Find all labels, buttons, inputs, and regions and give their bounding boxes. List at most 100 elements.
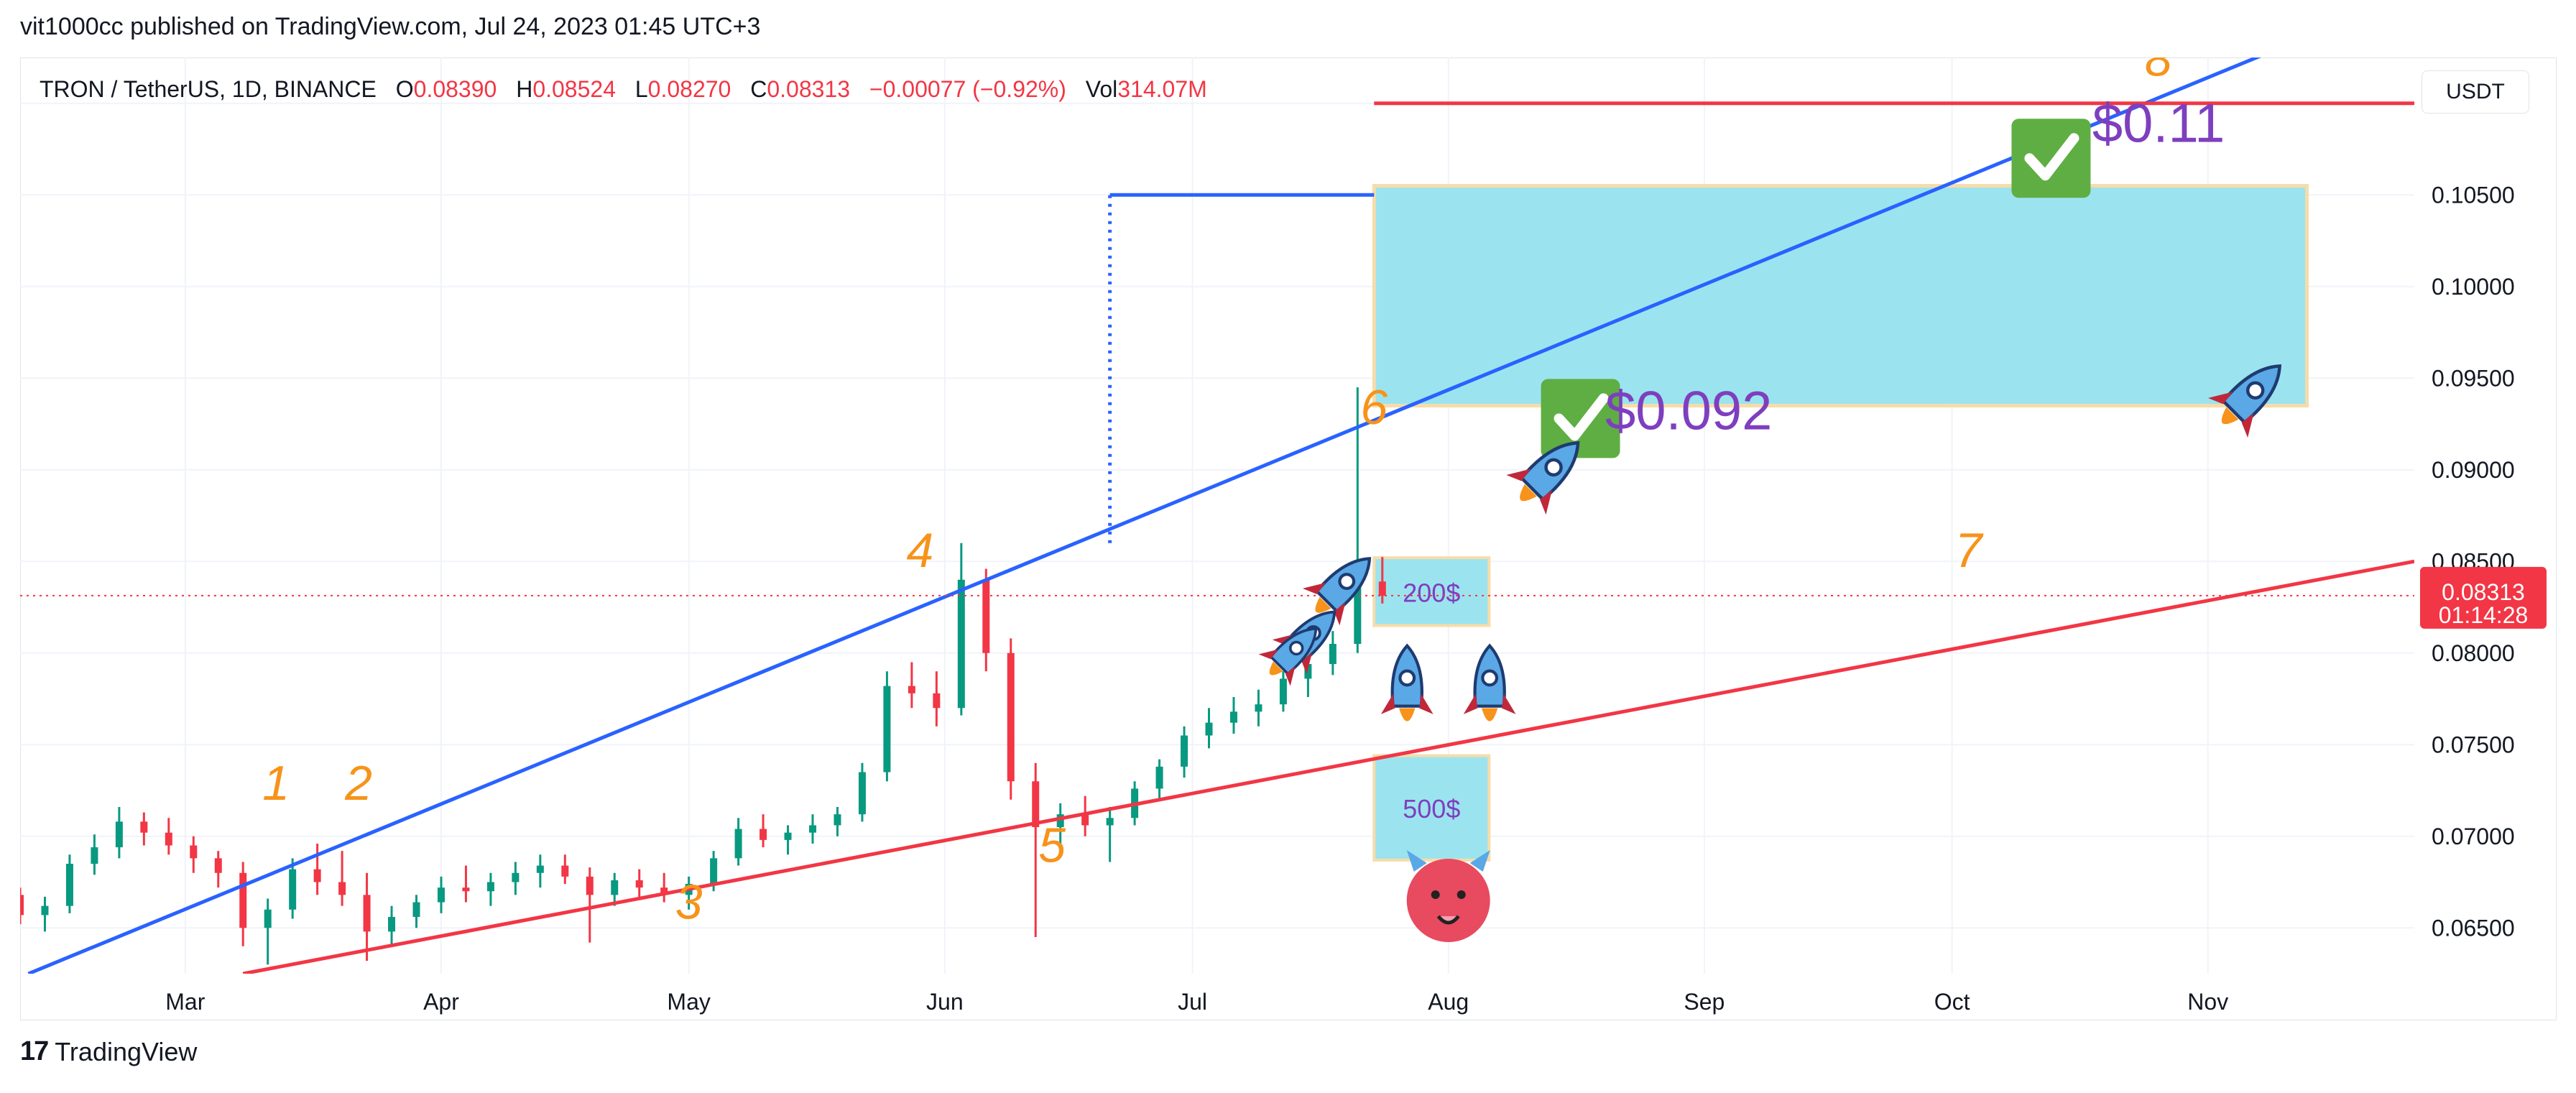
- y-tick-label: 0.07000: [2432, 824, 2515, 849]
- candle-body: [289, 869, 297, 910]
- publisher-line: vit1000cc published on TradingView.com, …: [20, 13, 761, 40]
- rocket-fin: [1380, 693, 1395, 714]
- candle-body: [1255, 704, 1262, 712]
- wave-label: 2: [344, 756, 372, 811]
- footer-brand: TradingView: [55, 1036, 198, 1066]
- high-label: H: [516, 76, 533, 102]
- x-tick-label: Nov: [2187, 989, 2228, 1015]
- y-tick-label: 0.09500: [2432, 365, 2515, 391]
- candle-body: [982, 579, 990, 653]
- open-value: 0.08390: [413, 76, 497, 102]
- candle-body: [561, 865, 569, 877]
- x-tick-label: Mar: [165, 989, 205, 1015]
- currency-label: USDT: [2446, 80, 2505, 103]
- rocket-fin: [1419, 693, 1434, 714]
- symbol-label[interactable]: TRON / TetherUS, 1D, BINANCE: [40, 76, 377, 102]
- close-label: C: [750, 76, 767, 102]
- rocket-icon: [1302, 557, 1372, 626]
- candle-body: [1229, 711, 1237, 723]
- x-tick-label: Sep: [1684, 989, 1725, 1015]
- candle-body: [1032, 781, 1040, 827]
- rocket-window: [2245, 381, 2265, 400]
- candle-body: [1205, 722, 1213, 736]
- rocket-flame: [1315, 596, 1331, 613]
- plot-layer: 200$ 500$ 1 2 3 4 5 6 7 8 $0.092 $0.11: [20, 57, 2414, 974]
- candle-body: [1354, 579, 1362, 644]
- rocket-flame: [1399, 708, 1416, 721]
- close-value: 0.08313: [767, 76, 851, 102]
- rocket-fin: [1302, 583, 1326, 594]
- rocket-fin: [2207, 392, 2233, 405]
- candle-body: [635, 880, 643, 888]
- devil-eye: [1456, 890, 1466, 899]
- rocket-fin: [1285, 666, 1296, 686]
- entry-zone-label: 500$: [1403, 794, 1460, 824]
- candle-body: [190, 845, 198, 859]
- candle-body: [91, 847, 98, 864]
- x-tick-label: May: [667, 989, 710, 1015]
- rocket-flame: [1481, 708, 1498, 721]
- volume-label: Vol: [1085, 76, 1118, 102]
- checkmark-tick: [2024, 133, 2079, 181]
- candle-body: [20, 895, 24, 916]
- tradingview-footer[interactable]: 17 TradingView: [20, 1036, 197, 1067]
- candle-body: [1106, 818, 1114, 826]
- rocket-window: [1288, 640, 1304, 656]
- open-label: O: [395, 76, 414, 102]
- candle-body: [437, 887, 445, 903]
- currency-selector[interactable]: USDT: [2422, 70, 2529, 114]
- price-tag-countdown: 01:14:28: [2439, 602, 2529, 628]
- high-value: 0.08524: [532, 76, 616, 102]
- wave-label: 4: [906, 523, 933, 578]
- x-tick-label: Jul: [1178, 989, 1207, 1015]
- entry-zone-label: 200$: [1403, 578, 1460, 607]
- candle-body: [1279, 678, 1287, 705]
- candle-body: [710, 858, 718, 885]
- checkmark-icon: [2011, 119, 2091, 198]
- change-value: −0.00077 (−0.92%): [869, 76, 1066, 102]
- x-tick-label: Jun: [926, 989, 964, 1015]
- low-label: L: [634, 76, 648, 102]
- candle-body: [264, 909, 272, 928]
- candle-body: [1304, 664, 1312, 679]
- candle-body: [462, 887, 470, 892]
- x-tick-label: Apr: [423, 989, 459, 1015]
- candle-body: [363, 895, 371, 932]
- candle-body: [536, 865, 544, 873]
- devil-emoji-icon: [1406, 850, 1490, 942]
- checkmark-tick: [1554, 393, 1609, 441]
- target-zone: [1372, 184, 2309, 407]
- candle-body: [41, 905, 49, 916]
- price-target-label: $0.11: [2092, 93, 2225, 154]
- devil-horn: [1406, 850, 1427, 872]
- candle-body: [908, 686, 915, 693]
- rocket-fin: [1506, 469, 1531, 481]
- lower-support-trend: [242, 559, 2414, 974]
- price-target-label: $0.092: [1605, 381, 1772, 442]
- candle-body: [611, 880, 619, 895]
- candle-body: [586, 876, 594, 895]
- wave-label: 7: [1955, 523, 1984, 578]
- wave-label: 5: [1038, 818, 1066, 872]
- price-tag-value: 0.08313: [2442, 579, 2525, 605]
- upper-support-trend: [27, 57, 2262, 974]
- candle-body: [486, 882, 494, 892]
- devil-horn: [1469, 850, 1490, 872]
- rocket-window: [1338, 573, 1356, 590]
- y-tick-label: 0.06500: [2432, 915, 2515, 941]
- candle-body: [1007, 652, 1015, 782]
- candle-body: [809, 825, 817, 833]
- rocket-icon: [2207, 364, 2282, 438]
- devil-face: [1406, 859, 1490, 942]
- wave-label: 3: [675, 875, 703, 930]
- candle-body: [412, 902, 420, 917]
- rocket-fin: [1272, 634, 1294, 645]
- tradingview-logo-icon: 17: [20, 1036, 49, 1066]
- rocket-icon: [1463, 643, 1516, 721]
- rocket-window: [1481, 669, 1499, 687]
- devil-eye: [1431, 890, 1440, 899]
- entry-zone: [1372, 556, 1491, 627]
- candle-body: [1155, 766, 1163, 789]
- chart-frame: [20, 57, 2557, 1020]
